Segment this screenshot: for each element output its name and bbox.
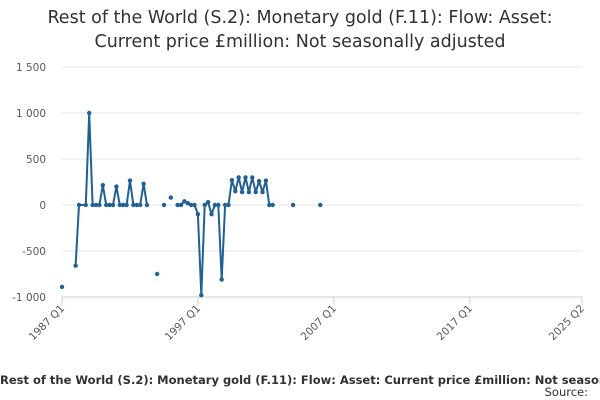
y-tick-label: 500	[26, 154, 46, 166]
data-point[interactable]	[192, 202, 197, 208]
data-point[interactable]	[226, 202, 231, 208]
data-point[interactable]	[253, 189, 258, 195]
data-point[interactable]	[83, 202, 89, 208]
data-point[interactable]	[205, 200, 211, 205]
data-point[interactable]	[233, 189, 238, 194]
data-point[interactable]	[90, 202, 95, 208]
data-point[interactable]	[239, 189, 245, 195]
data-point[interactable]	[182, 199, 187, 204]
data-point[interactable]	[87, 110, 92, 116]
data-point[interactable]	[134, 202, 139, 208]
data-point[interactable]	[250, 175, 255, 180]
data-point[interactable]	[209, 212, 214, 217]
data-point[interactable]	[59, 284, 65, 290]
source-label: Source:	[544, 385, 588, 399]
data-point[interactable]	[97, 202, 102, 208]
chart-title: Rest of the World (S.2): Monetary gold (…	[0, 6, 600, 54]
data-point[interactable]	[229, 178, 235, 183]
chart-title-line-2: Current price £million: Not seasonally a…	[94, 32, 506, 52]
x-tick-label: 2025 Q2	[547, 303, 587, 343]
gridlines	[62, 66, 582, 298]
data-point[interactable]	[263, 178, 269, 183]
data-point[interactable]	[202, 202, 207, 208]
data-point[interactable]	[199, 293, 204, 298]
data-point[interactable]	[124, 202, 129, 208]
data-point[interactable]	[131, 202, 136, 208]
x-tick-label: 2017 Q1	[435, 303, 475, 343]
data-point[interactable]	[185, 201, 190, 206]
data-point[interactable]	[195, 212, 201, 217]
data-point[interactable]	[270, 202, 275, 208]
data-point[interactable]	[256, 178, 262, 184]
data-point[interactable]	[212, 202, 218, 208]
data-point[interactable]	[318, 202, 323, 208]
data-point[interactable]	[219, 277, 224, 282]
data-point[interactable]	[267, 202, 272, 208]
data-point[interactable]	[260, 189, 265, 195]
x-tick-label: 1987 Q1	[27, 303, 67, 343]
data-point[interactable]	[138, 202, 143, 208]
y-tick-label: -1 000	[12, 292, 46, 304]
data-point[interactable]	[104, 202, 109, 208]
data-point[interactable]	[121, 202, 126, 208]
data-point[interactable]	[189, 202, 194, 208]
y-axis-ticks: 1 500 1 000 500 0 -500 -1 000	[12, 62, 46, 304]
data-point[interactable]	[141, 181, 146, 186]
data-point[interactable]	[175, 202, 180, 208]
x-tick-label: 1997 Q1	[163, 303, 203, 343]
data-point[interactable]	[76, 202, 82, 208]
series-points	[59, 110, 323, 298]
data-point[interactable]	[144, 202, 150, 208]
data-point[interactable]	[73, 263, 78, 268]
data-point[interactable]	[236, 175, 241, 180]
chart-caption: Rest of the World (S.2): Monetary gold (…	[0, 373, 600, 387]
data-point[interactable]	[114, 184, 119, 189]
y-tick-label: 1 500	[16, 62, 46, 74]
series-line-segment-0	[74, 112, 148, 266]
data-point[interactable]	[107, 202, 112, 208]
data-point[interactable]	[290, 202, 296, 208]
data-point[interactable]	[110, 202, 116, 208]
y-tick-label: 0	[39, 200, 46, 212]
data-point[interactable]	[222, 202, 228, 208]
data-point[interactable]	[127, 178, 133, 183]
data-point[interactable]	[155, 271, 160, 277]
y-tick-label: 1 000	[16, 108, 46, 120]
y-tick-label: -500	[22, 246, 46, 258]
data-point[interactable]	[246, 189, 252, 195]
data-point[interactable]	[216, 202, 221, 208]
data-point[interactable]	[161, 202, 167, 208]
data-point[interactable]	[93, 202, 99, 208]
x-tick-label: 2007 Q1	[299, 303, 339, 343]
x-axis-ticks: 1987 Q1 1997 Q1 2007 Q1 2017 Q1 2025 Q2	[27, 297, 587, 343]
data-point[interactable]	[100, 183, 106, 188]
series-line-segment-1	[177, 176, 273, 297]
data-point[interactable]	[243, 175, 248, 180]
data-point[interactable]	[168, 195, 173, 200]
data-point[interactable]	[117, 202, 123, 208]
data-point[interactable]	[178, 202, 184, 208]
chart-title-line-1: Rest of the World (S.2): Monetary gold (…	[47, 8, 553, 28]
